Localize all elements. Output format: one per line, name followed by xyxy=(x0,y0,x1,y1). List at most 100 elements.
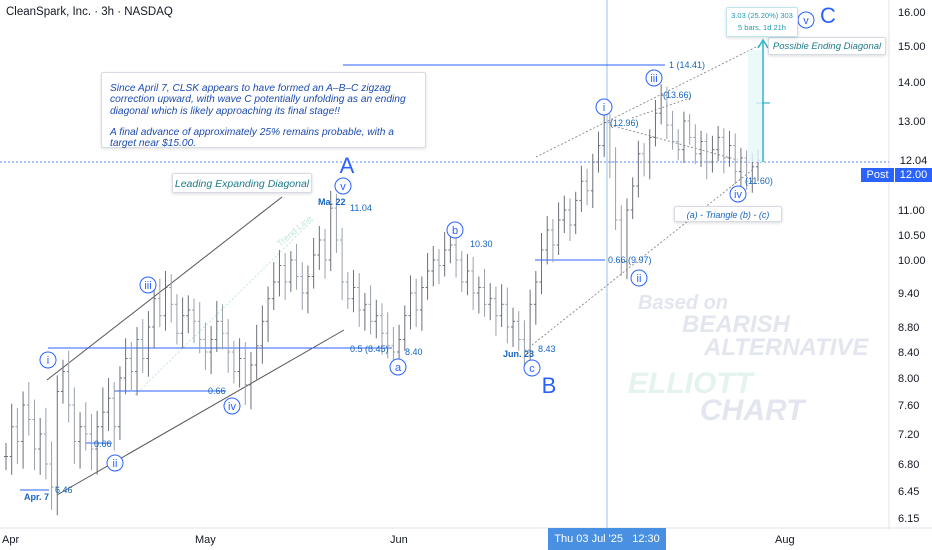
watermark-line-2: BEARISH xyxy=(682,311,791,338)
chart-title: CleanSpark, Inc. · 3h · NASDAQ xyxy=(6,6,173,18)
measure-callout[interactable]: 3.03 (25.20%) 303 5 bars, 1d 21h xyxy=(726,7,798,37)
price-bar xyxy=(693,124,698,164)
price-tick: 14.00 xyxy=(898,77,926,89)
price-bar xyxy=(4,443,8,471)
price-tick: 7.60 xyxy=(898,400,919,412)
price-bar xyxy=(476,276,481,314)
price-tick: 7.20 xyxy=(898,429,919,441)
svg-text:B: B xyxy=(542,373,557,398)
svg-text:A: A xyxy=(340,153,355,178)
price-labels: Apr. 7 6.46 0.66 0.66 Ma. 22 11.04 0.5 (… xyxy=(24,60,773,502)
wave-label-iv: iv xyxy=(729,185,747,203)
watermark-line-5: CHART xyxy=(700,394,807,427)
price-bar xyxy=(95,410,100,475)
price-tick: 6.80 xyxy=(898,459,919,471)
price-bars[interactable] xyxy=(4,84,760,516)
label-840: 8.40 xyxy=(405,347,423,357)
svg-text:iii: iii xyxy=(144,280,151,292)
svg-text:iv: iv xyxy=(228,401,236,413)
svg-text:C: C xyxy=(820,3,836,28)
label-1366: (13.66) xyxy=(663,90,692,100)
price-bar xyxy=(43,407,48,480)
price-bar xyxy=(305,265,310,314)
price-bar xyxy=(129,342,134,392)
price-bar xyxy=(505,287,510,344)
price-bar xyxy=(556,202,561,255)
price-bar xyxy=(15,407,20,464)
price-bar xyxy=(186,295,191,334)
wave-label-c: c xyxy=(523,359,541,377)
triangle-callout[interactable]: (a) - Triangle (b) - (c) xyxy=(674,206,782,222)
price-bar xyxy=(180,297,185,349)
ending-diagonal-callout[interactable]: Possible Ending Diagonal xyxy=(768,37,886,55)
price-bar xyxy=(243,342,248,405)
price-bar xyxy=(248,352,253,410)
price-bar xyxy=(340,228,345,300)
price-bar xyxy=(117,366,122,440)
price-bar xyxy=(32,399,37,471)
measure-tool[interactable] xyxy=(748,38,770,162)
wave-label-i: i xyxy=(595,98,613,116)
price-bar xyxy=(374,299,379,339)
label-apr7: Apr. 7 xyxy=(24,492,49,502)
price-bar xyxy=(300,262,305,310)
price-bar xyxy=(619,205,624,276)
price-bar xyxy=(231,340,236,384)
price-bar xyxy=(197,302,202,354)
price-bar xyxy=(539,233,544,295)
price-bar xyxy=(562,195,567,233)
measure-duration: 5 bars, 1d 21h xyxy=(738,23,786,32)
watermark-line-3: ALTERNATIVE xyxy=(703,334,869,361)
price-bar xyxy=(585,168,590,206)
wave-label-i: i xyxy=(39,351,57,369)
price-bar xyxy=(345,272,350,309)
price-bar xyxy=(402,305,407,351)
label-fib-066: 0.66 (9.97) xyxy=(608,255,652,265)
price-bar xyxy=(590,153,595,209)
price-bar xyxy=(362,293,367,331)
price-bar xyxy=(727,130,732,167)
label-066-iv: 0.66 xyxy=(208,386,226,396)
price-bar xyxy=(89,413,94,471)
price-bar xyxy=(488,283,493,321)
price-bar xyxy=(209,325,214,375)
svg-text:iv: iv xyxy=(734,189,742,201)
price-bar xyxy=(471,257,476,310)
leading-diagonal-lines[interactable] xyxy=(46,196,345,496)
price-bar xyxy=(659,84,664,125)
svg-text:ii: ii xyxy=(113,458,118,470)
price-tick: 16.00 xyxy=(898,7,926,19)
price-bar xyxy=(602,111,607,158)
crosshair-date: Thu 03 Jul '25 xyxy=(554,533,624,545)
price-bar xyxy=(733,133,738,185)
price-bar xyxy=(613,147,618,230)
price-bar xyxy=(311,238,316,289)
price-bar xyxy=(140,319,145,373)
price-bar xyxy=(738,148,743,187)
price-bar xyxy=(454,233,459,278)
price-bar xyxy=(465,254,470,296)
svg-text:i: i xyxy=(47,355,49,367)
price-tick: 6.45 xyxy=(898,486,919,498)
fib-lines[interactable] xyxy=(20,64,665,491)
leading-diagonal-callout[interactable]: Leading Expanding Diagonal xyxy=(172,173,312,193)
label-1160: (11.60) xyxy=(745,176,773,186)
price-bar xyxy=(83,402,88,451)
price-bar xyxy=(192,298,196,344)
price-bar xyxy=(9,403,14,475)
price-bar xyxy=(220,304,225,350)
time-axis[interactable]: Apr May Jun Aug xyxy=(2,534,795,546)
price-bar xyxy=(431,246,436,287)
wave-label-A: A xyxy=(340,153,355,178)
price-bar xyxy=(271,262,276,310)
price-bar xyxy=(288,251,293,292)
price-axis[interactable]: 16.0015.0014.0013.0012.0011.0010.5010.00… xyxy=(898,7,926,525)
price-bar xyxy=(66,350,71,423)
price-bar xyxy=(317,226,322,270)
analysis-note[interactable]: Since April 7, CLSK appears to have form… xyxy=(101,72,426,149)
price-bar xyxy=(716,125,721,162)
svg-text:ii: ii xyxy=(637,273,642,285)
ending-diagonal-lines[interactable] xyxy=(531,44,761,346)
